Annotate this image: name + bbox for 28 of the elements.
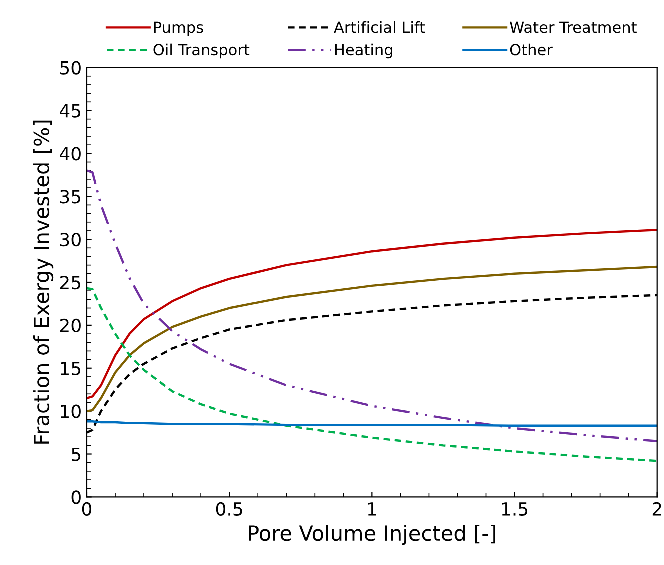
- y-axis-title: Fraction of Exergy Invested [%]: [33, 120, 54, 444]
- y-tick-label: 35: [60, 190, 81, 204]
- legend-label: Oil Transport: [154, 44, 250, 59]
- line-series: [86, 229, 658, 400]
- y-tick-label: 10: [61, 404, 81, 418]
- legend-label: Other: [510, 44, 553, 56]
- y-tick-label: 0: [72, 490, 81, 504]
- y-tick-label: 50: [60, 61, 81, 75]
- y-tick-label: 20: [60, 318, 81, 333]
- x-tick-label: 1.5: [502, 502, 528, 516]
- legend-label: Artificial Lift: [334, 21, 426, 34]
- legend-label: Water Treatment: [510, 22, 637, 34]
- x-axis-title: Pore Volume Injected [-]: [249, 525, 496, 546]
- x-tick-label: 1: [368, 502, 376, 516]
- line-series: [86, 266, 658, 412]
- y-tick-label: 15: [61, 362, 81, 376]
- line-series: [86, 287, 658, 462]
- line-series: [86, 170, 658, 442]
- legend-label: Pumps: [154, 22, 204, 36]
- x-tick-label: 2: [652, 502, 662, 516]
- x-tick-label: 0.5: [216, 502, 242, 516]
- y-tick-label: 5: [72, 448, 81, 462]
- y-tick-label: 25: [60, 276, 81, 290]
- x-tick-label: 0: [82, 502, 92, 516]
- y-tick-label: 40: [60, 147, 81, 161]
- legend-label: Heating: [335, 44, 392, 59]
- y-tick-label: 45: [60, 104, 81, 118]
- y-tick-label: 30: [60, 233, 81, 247]
